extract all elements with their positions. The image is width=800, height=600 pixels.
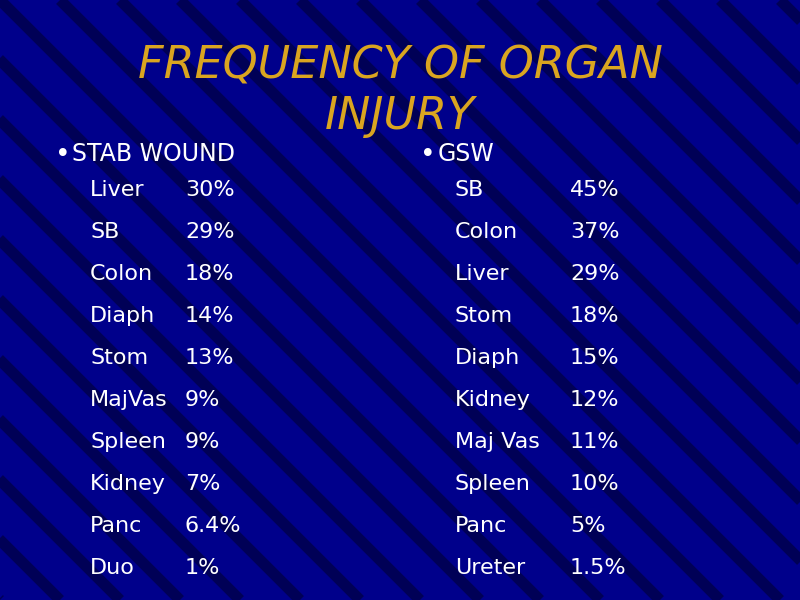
Text: Liver: Liver	[455, 264, 510, 284]
Text: 9%: 9%	[185, 432, 220, 452]
Text: 45%: 45%	[570, 180, 620, 200]
Text: Panc: Panc	[455, 516, 507, 536]
Text: 5%: 5%	[570, 516, 606, 536]
Text: Spleen: Spleen	[455, 474, 531, 494]
Text: 29%: 29%	[185, 222, 234, 242]
Text: 29%: 29%	[570, 264, 619, 284]
Text: Panc: Panc	[90, 516, 142, 536]
Text: Colon: Colon	[90, 264, 153, 284]
Text: Colon: Colon	[455, 222, 518, 242]
Text: Diaph: Diaph	[90, 306, 155, 326]
Text: 18%: 18%	[570, 306, 619, 326]
Text: Stom: Stom	[455, 306, 513, 326]
Text: Liver: Liver	[90, 180, 145, 200]
Text: 13%: 13%	[185, 348, 234, 368]
Text: 14%: 14%	[185, 306, 234, 326]
Text: Kidney: Kidney	[455, 390, 531, 410]
Text: 1.5%: 1.5%	[570, 558, 626, 578]
Text: 9%: 9%	[185, 390, 220, 410]
Text: Ureter: Ureter	[455, 558, 526, 578]
Text: 1%: 1%	[185, 558, 220, 578]
Text: Maj Vas: Maj Vas	[455, 432, 540, 452]
Text: SB: SB	[90, 222, 119, 242]
Text: 18%: 18%	[185, 264, 234, 284]
Text: GSW: GSW	[438, 142, 494, 166]
Text: 11%: 11%	[570, 432, 619, 452]
Text: MajVas: MajVas	[90, 390, 168, 410]
Text: 15%: 15%	[570, 348, 620, 368]
Text: 30%: 30%	[185, 180, 234, 200]
Text: FREQUENCY OF ORGAN: FREQUENCY OF ORGAN	[138, 45, 662, 88]
Text: Stom: Stom	[90, 348, 148, 368]
Text: Diaph: Diaph	[455, 348, 520, 368]
Text: •: •	[55, 142, 70, 168]
Text: 7%: 7%	[185, 474, 220, 494]
Text: 37%: 37%	[570, 222, 619, 242]
Text: •: •	[420, 142, 436, 168]
Text: 10%: 10%	[570, 474, 620, 494]
Text: 6.4%: 6.4%	[185, 516, 242, 536]
Text: Duo: Duo	[90, 558, 135, 578]
Text: SB: SB	[455, 180, 484, 200]
Text: Spleen: Spleen	[90, 432, 166, 452]
Text: Kidney: Kidney	[90, 474, 166, 494]
Text: 12%: 12%	[570, 390, 619, 410]
Text: STAB WOUND: STAB WOUND	[72, 142, 235, 166]
Text: INJURY: INJURY	[325, 95, 475, 138]
